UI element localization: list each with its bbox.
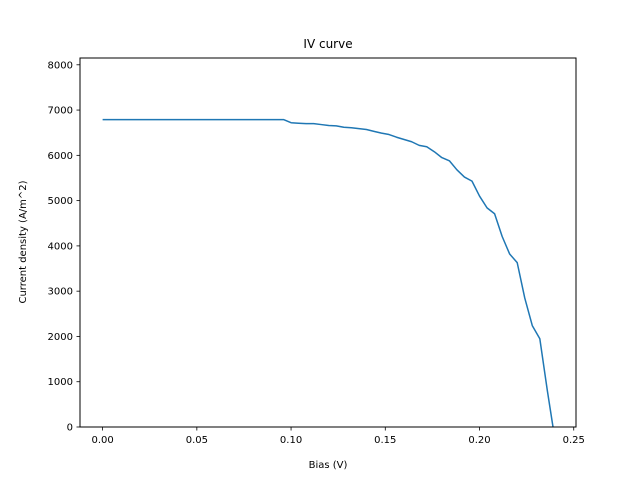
x-tick-label: 0.10 xyxy=(280,435,302,446)
plot-frame xyxy=(79,57,577,428)
y-tick-label: 0 xyxy=(67,423,73,434)
x-axis-label: Bias (V) xyxy=(309,460,348,471)
x-tick-label: 0.15 xyxy=(374,435,396,446)
y-tick-label: 4000 xyxy=(48,241,73,252)
x-tick-label: 0.05 xyxy=(186,435,208,446)
y-tick-label: 1000 xyxy=(48,377,73,388)
y-axis-label: Current density (A/m^2) xyxy=(18,180,29,303)
x-axis-ticks: 0.00 0.05 0.10 0.15 0.20 0.25 xyxy=(91,427,585,446)
x-tick-label: 0.20 xyxy=(468,435,490,446)
chart-title: IV curve xyxy=(303,37,352,51)
iv-series-line xyxy=(102,118,554,428)
y-tick-label: 6000 xyxy=(48,151,73,162)
y-tick-label: 5000 xyxy=(48,196,73,207)
y-tick-label: 3000 xyxy=(48,287,73,298)
x-tick-label: 0.00 xyxy=(91,435,113,446)
series-layer xyxy=(102,118,554,428)
y-tick-label: 2000 xyxy=(48,332,73,343)
y-tick-label: 7000 xyxy=(48,106,73,117)
y-axis-ticks: 0 1000 2000 3000 4000 5000 6000 7000 8000 xyxy=(48,60,80,434)
y-tick-label: 8000 xyxy=(48,60,73,71)
x-tick-label: 0.25 xyxy=(563,435,585,446)
